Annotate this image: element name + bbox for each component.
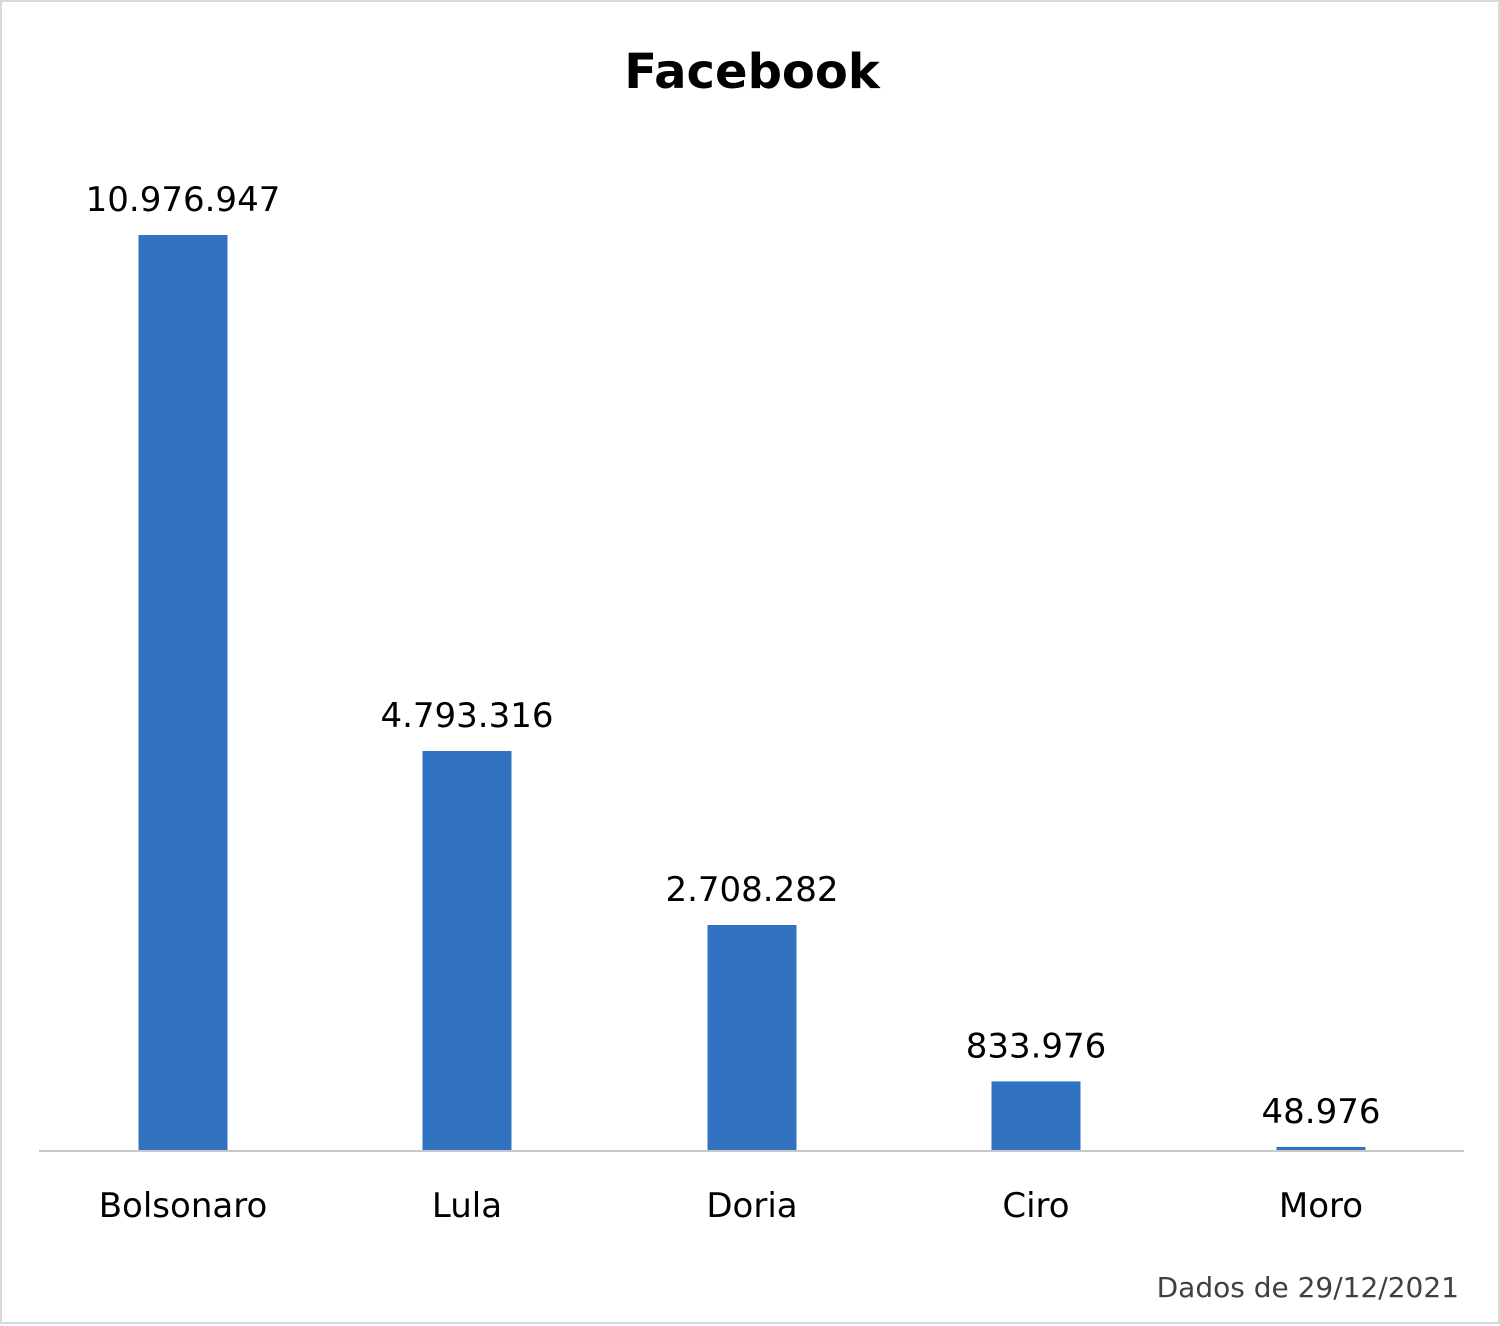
value-label-bolsonaro: 10.976.947 [86,180,281,220]
category-label-bolsonaro: Bolsonaro [99,1186,268,1226]
bar-lula [422,751,512,1151]
value-label-doria: 2.708.282 [665,870,838,910]
category-label-lula: Lula [432,1186,502,1226]
bar-moro [1276,1146,1366,1151]
value-label-ciro: 833.976 [966,1026,1107,1066]
chart-title: Facebook [624,44,881,100]
bars-group [138,235,1366,1151]
category-label-moro: Moro [1279,1186,1363,1226]
bar-doria [707,925,797,1151]
value-label-moro: 48.976 [1262,1092,1381,1132]
data-date-note: Dados de 29/12/2021 [1157,1271,1459,1304]
bar-ciro [991,1081,1081,1151]
value-label-lula: 4.793.316 [380,696,553,736]
category-labels-group: Bolsonaro Lula Doria Ciro Moro [99,1186,1363,1226]
value-labels-group: 10.976.947 4.793.316 2.708.282 833.976 48.97… [86,180,1381,1132]
category-label-doria: Doria [706,1186,797,1226]
category-label-ciro: Ciro [1002,1186,1069,1226]
bar-bolsonaro [138,235,228,1151]
